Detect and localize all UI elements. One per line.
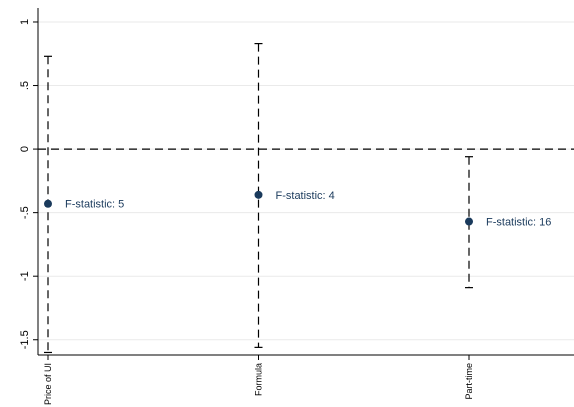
- x-tick-label: Formula: [254, 363, 264, 396]
- point: [465, 217, 473, 226]
- y-tick-label: 1: [19, 19, 31, 25]
- annotation: F-statistic: 5: [65, 199, 124, 211]
- annotation: F-statistic: 16: [486, 217, 551, 229]
- y-tick-label: 0: [19, 146, 31, 152]
- y-tick-label: -1.5: [19, 330, 31, 349]
- point: [44, 199, 52, 208]
- x-tick-label: Price of UI: [43, 363, 53, 405]
- point: [254, 190, 263, 199]
- annotation: F-statistic: 4: [276, 190, 335, 202]
- y-tick-label: -1: [19, 271, 31, 281]
- y-tick-label: -.5: [19, 206, 31, 219]
- x-tick-label: Part-time: [464, 363, 474, 400]
- y-tick-label: .5: [19, 81, 31, 90]
